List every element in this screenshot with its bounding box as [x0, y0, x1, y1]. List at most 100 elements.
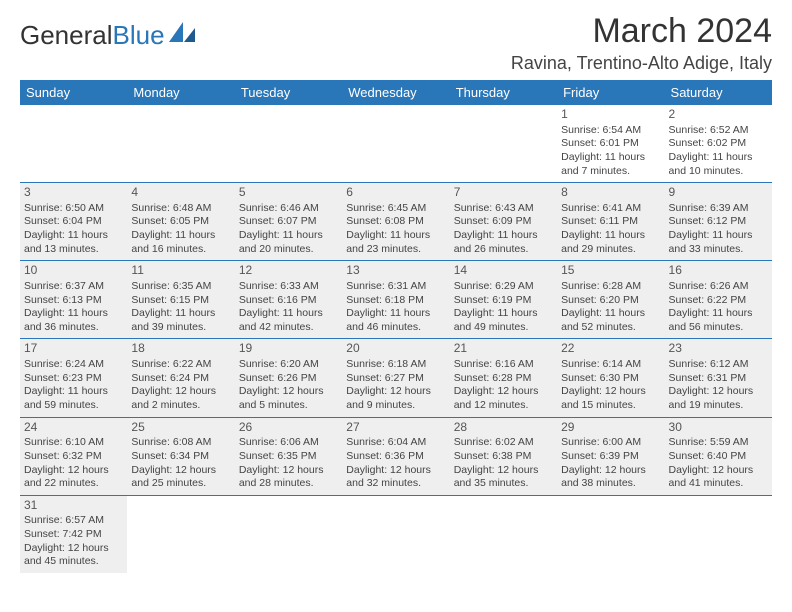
- day-number: 18: [131, 341, 230, 357]
- daylight-text: Daylight: 12 hours and 15 minutes.: [561, 385, 660, 412]
- calendar-cell: [127, 105, 234, 182]
- calendar-cell: 22Sunrise: 6:14 AMSunset: 6:30 PMDayligh…: [557, 339, 664, 416]
- daylight-text: Daylight: 11 hours and 20 minutes.: [239, 229, 338, 256]
- daylight-text: Daylight: 12 hours and 12 minutes.: [454, 385, 553, 412]
- day-number: 31: [24, 498, 123, 514]
- daylight-text: Daylight: 11 hours and 29 minutes.: [561, 229, 660, 256]
- sunset-text: Sunset: 6:34 PM: [131, 450, 230, 464]
- calendar-cell: [557, 496, 664, 573]
- calendar-cell: 21Sunrise: 6:16 AMSunset: 6:28 PMDayligh…: [450, 339, 557, 416]
- calendar-week: 17Sunrise: 6:24 AMSunset: 6:23 PMDayligh…: [20, 339, 772, 417]
- daylight-text: Daylight: 11 hours and 59 minutes.: [24, 385, 123, 412]
- sunrise-text: Sunrise: 6:24 AM: [24, 358, 123, 372]
- sunrise-text: Sunrise: 6:26 AM: [669, 280, 768, 294]
- sunset-text: Sunset: 6:15 PM: [131, 294, 230, 308]
- sunrise-text: Sunrise: 6:37 AM: [24, 280, 123, 294]
- sunset-text: Sunset: 6:30 PM: [561, 372, 660, 386]
- calendar-cell: 10Sunrise: 6:37 AMSunset: 6:13 PMDayligh…: [20, 261, 127, 338]
- calendar-cell: [450, 496, 557, 573]
- calendar-cell: [127, 496, 234, 573]
- day-number: 16: [669, 263, 768, 279]
- day-number: 26: [239, 420, 338, 436]
- day-number: 7: [454, 185, 553, 201]
- daylight-text: Daylight: 11 hours and 36 minutes.: [24, 307, 123, 334]
- calendar-cell: 23Sunrise: 6:12 AMSunset: 6:31 PMDayligh…: [665, 339, 772, 416]
- sunset-text: Sunset: 6:09 PM: [454, 215, 553, 229]
- calendar-cell: [342, 105, 449, 182]
- day-number: 24: [24, 420, 123, 436]
- sunrise-text: Sunrise: 6:52 AM: [669, 124, 768, 138]
- logo-text-2: Blue: [113, 20, 165, 51]
- sunset-text: Sunset: 6:36 PM: [346, 450, 445, 464]
- day-number: 10: [24, 263, 123, 279]
- calendar-cell: 26Sunrise: 6:06 AMSunset: 6:35 PMDayligh…: [235, 418, 342, 495]
- sunrise-text: Sunrise: 6:10 AM: [24, 436, 123, 450]
- day-number: 1: [561, 107, 660, 123]
- day-header: Saturday: [665, 80, 772, 105]
- calendar-cell: 7Sunrise: 6:43 AMSunset: 6:09 PMDaylight…: [450, 183, 557, 260]
- sunset-text: Sunset: 6:20 PM: [561, 294, 660, 308]
- sunrise-text: Sunrise: 6:00 AM: [561, 436, 660, 450]
- sunrise-text: Sunrise: 6:57 AM: [24, 514, 123, 528]
- day-header: Sunday: [20, 80, 127, 105]
- title-block: March 2024 Ravina, Trentino-Alto Adige, …: [511, 12, 772, 74]
- calendar-cell: 6Sunrise: 6:45 AMSunset: 6:08 PMDaylight…: [342, 183, 449, 260]
- sunset-text: Sunset: 6:38 PM: [454, 450, 553, 464]
- sunset-text: Sunset: 6:24 PM: [131, 372, 230, 386]
- day-number: 9: [669, 185, 768, 201]
- calendar-cell: [20, 105, 127, 182]
- sunset-text: Sunset: 7:42 PM: [24, 528, 123, 542]
- day-number: 14: [454, 263, 553, 279]
- sunrise-text: Sunrise: 6:35 AM: [131, 280, 230, 294]
- sunrise-text: Sunrise: 6:50 AM: [24, 202, 123, 216]
- day-number: 17: [24, 341, 123, 357]
- sunrise-text: Sunrise: 6:06 AM: [239, 436, 338, 450]
- calendar-cell: [665, 496, 772, 573]
- sunset-text: Sunset: 6:12 PM: [669, 215, 768, 229]
- calendar-cell: 14Sunrise: 6:29 AMSunset: 6:19 PMDayligh…: [450, 261, 557, 338]
- daylight-text: Daylight: 11 hours and 7 minutes.: [561, 151, 660, 178]
- daylight-text: Daylight: 11 hours and 13 minutes.: [24, 229, 123, 256]
- sunset-text: Sunset: 6:39 PM: [561, 450, 660, 464]
- calendar-cell: 20Sunrise: 6:18 AMSunset: 6:27 PMDayligh…: [342, 339, 449, 416]
- calendar-cell: 16Sunrise: 6:26 AMSunset: 6:22 PMDayligh…: [665, 261, 772, 338]
- day-number: 29: [561, 420, 660, 436]
- daylight-text: Daylight: 12 hours and 35 minutes.: [454, 464, 553, 491]
- calendar-cell: 8Sunrise: 6:41 AMSunset: 6:11 PMDaylight…: [557, 183, 664, 260]
- sunrise-text: Sunrise: 6:08 AM: [131, 436, 230, 450]
- day-number: 25: [131, 420, 230, 436]
- day-header: Friday: [557, 80, 664, 105]
- day-headers-row: Sunday Monday Tuesday Wednesday Thursday…: [20, 80, 772, 105]
- day-number: 6: [346, 185, 445, 201]
- calendar-cell: [450, 105, 557, 182]
- daylight-text: Daylight: 12 hours and 19 minutes.: [669, 385, 768, 412]
- day-header: Tuesday: [235, 80, 342, 105]
- sunset-text: Sunset: 6:02 PM: [669, 137, 768, 151]
- calendar-week: 3Sunrise: 6:50 AMSunset: 6:04 PMDaylight…: [20, 183, 772, 261]
- daylight-text: Daylight: 11 hours and 46 minutes.: [346, 307, 445, 334]
- day-number: 4: [131, 185, 230, 201]
- sunrise-text: Sunrise: 6:31 AM: [346, 280, 445, 294]
- daylight-text: Daylight: 11 hours and 42 minutes.: [239, 307, 338, 334]
- sunset-text: Sunset: 6:19 PM: [454, 294, 553, 308]
- day-number: 13: [346, 263, 445, 279]
- daylight-text: Daylight: 11 hours and 23 minutes.: [346, 229, 445, 256]
- sunrise-text: Sunrise: 6:02 AM: [454, 436, 553, 450]
- sunrise-text: Sunrise: 6:33 AM: [239, 280, 338, 294]
- daylight-text: Daylight: 12 hours and 38 minutes.: [561, 464, 660, 491]
- sunset-text: Sunset: 6:27 PM: [346, 372, 445, 386]
- day-header: Monday: [127, 80, 234, 105]
- calendar-week: 24Sunrise: 6:10 AMSunset: 6:32 PMDayligh…: [20, 418, 772, 496]
- page-header: GeneralBlue March 2024 Ravina, Trentino-…: [20, 12, 772, 74]
- sunset-text: Sunset: 6:40 PM: [669, 450, 768, 464]
- sunset-text: Sunset: 6:05 PM: [131, 215, 230, 229]
- day-number: 21: [454, 341, 553, 357]
- daylight-text: Daylight: 11 hours and 52 minutes.: [561, 307, 660, 334]
- calendar-cell: 4Sunrise: 6:48 AMSunset: 6:05 PMDaylight…: [127, 183, 234, 260]
- daylight-text: Daylight: 11 hours and 16 minutes.: [131, 229, 230, 256]
- sunset-text: Sunset: 6:26 PM: [239, 372, 338, 386]
- calendar-week: 1Sunrise: 6:54 AMSunset: 6:01 PMDaylight…: [20, 105, 772, 183]
- daylight-text: Daylight: 12 hours and 2 minutes.: [131, 385, 230, 412]
- daylight-text: Daylight: 12 hours and 22 minutes.: [24, 464, 123, 491]
- sunrise-text: Sunrise: 6:22 AM: [131, 358, 230, 372]
